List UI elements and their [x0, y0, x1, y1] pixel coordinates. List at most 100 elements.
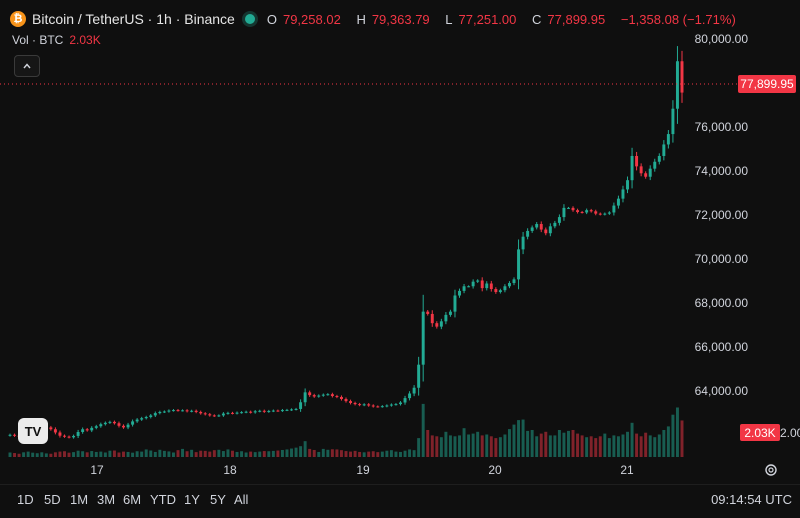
- candle: [521, 236, 525, 250]
- candle: [612, 205, 616, 213]
- candle: [571, 207, 575, 211]
- time-axis-label: 20: [488, 463, 502, 477]
- volume-bar: [217, 449, 221, 457]
- range-button-1d[interactable]: 1D: [17, 492, 34, 507]
- volume-bar: [358, 451, 362, 457]
- volume-bar: [680, 420, 684, 457]
- volume-bar: [671, 414, 675, 457]
- volume-bar: [367, 451, 371, 457]
- volume-bar: [81, 451, 85, 457]
- volume-bar: [430, 435, 434, 457]
- candle: [639, 166, 643, 174]
- price-axis-label: 80,000.00: [694, 32, 748, 46]
- range-button-6m[interactable]: 6M: [123, 492, 142, 507]
- volume-bar: [276, 450, 280, 457]
- volume-bar: [267, 451, 271, 457]
- market-status-icon[interactable]: [244, 14, 255, 24]
- clock[interactable]: 09:14:54 UTC: [711, 492, 792, 507]
- volume-bar: [362, 452, 366, 457]
- volume-bar: [635, 433, 639, 457]
- volume-bar: [339, 450, 343, 457]
- volume-bar: [675, 407, 679, 457]
- candle: [567, 207, 570, 209]
- volume-label: Vol · BTC: [12, 33, 64, 47]
- volume-bar: [621, 434, 625, 457]
- range-button-5y[interactable]: 5Y: [210, 492, 226, 507]
- candle: [535, 224, 539, 228]
- candle: [675, 61, 679, 109]
- volume-bar: [249, 451, 253, 457]
- candle: [49, 427, 53, 430]
- range-button-1y[interactable]: 1Y: [184, 492, 200, 507]
- volume-bar: [657, 434, 661, 457]
- volume-legend[interactable]: Vol · BTC 2.03K: [12, 33, 101, 47]
- volume-bar: [476, 431, 480, 457]
- candle: [276, 410, 280, 412]
- symbol-title[interactable]: Bitcoin / TetherUS · 1h · Binance: [32, 11, 235, 27]
- candle: [126, 424, 130, 428]
- candle: [399, 402, 402, 405]
- range-button-1m[interactable]: 1M: [70, 492, 89, 507]
- volume-bar: [235, 451, 239, 457]
- candle: [530, 227, 534, 231]
- gear-icon[interactable]: [764, 463, 778, 477]
- candle: [53, 429, 57, 433]
- range-button-ytd[interactable]: YTD: [150, 492, 176, 507]
- volume-bar: [576, 433, 580, 457]
- candle: [485, 283, 489, 289]
- candle: [249, 411, 253, 413]
- candle: [476, 280, 480, 282]
- candle: [358, 404, 362, 406]
- candle: [557, 217, 561, 223]
- volume-bar: [303, 441, 307, 457]
- volume-bar: [530, 430, 534, 457]
- volume-bar: [240, 451, 244, 457]
- candle: [562, 207, 566, 218]
- range-button-all[interactable]: All: [234, 492, 249, 507]
- volume-bar: [349, 451, 353, 457]
- range-button-3m[interactable]: 3M: [97, 492, 116, 507]
- change-value: −1,358.08 (−1.71%): [620, 11, 736, 27]
- volume-bar: [344, 451, 348, 457]
- candle: [131, 421, 135, 425]
- volume-bar: [290, 448, 293, 457]
- candle: [94, 426, 98, 428]
- candle: [548, 226, 552, 234]
- volume-bar: [408, 449, 412, 457]
- tradingview-logo-icon[interactable]: TV: [18, 418, 48, 444]
- candle: [203, 413, 207, 415]
- volume-bar: [644, 432, 648, 457]
- candle: [81, 429, 85, 433]
- collapse-legend-button[interactable]: [14, 55, 40, 77]
- volume-bar: [26, 451, 30, 457]
- volume-bar: [176, 450, 180, 457]
- candlestick-chart[interactable]: [0, 0, 800, 484]
- candle: [63, 435, 66, 437]
- low-key: L: [445, 11, 453, 27]
- volume-bar: [521, 419, 525, 457]
- range-button-5d[interactable]: 5D: [44, 492, 61, 507]
- volume-bar: [598, 436, 602, 457]
- volume-bar: [40, 452, 44, 457]
- candle: [648, 168, 652, 177]
- candle: [462, 286, 466, 291]
- volume-bar: [103, 452, 107, 457]
- volume-bar: [326, 449, 330, 457]
- candle: [467, 286, 471, 288]
- volume-bar: [376, 452, 380, 457]
- volume-axis-label: 2.00: [780, 426, 800, 440]
- candle: [666, 134, 670, 145]
- candle: [99, 424, 103, 427]
- candle: [244, 411, 248, 413]
- volume-bar: [553, 435, 557, 457]
- volume-bar: [539, 433, 543, 457]
- volume-bar: [535, 436, 539, 457]
- volume-bar: [503, 434, 507, 457]
- volume-bar: [203, 450, 207, 457]
- volume-bar: [639, 436, 643, 457]
- time-axis-label: 17: [90, 463, 104, 477]
- volume-bar: [221, 451, 225, 457]
- candle: [140, 418, 144, 420]
- candle: [162, 411, 166, 413]
- volume-bar: [448, 435, 452, 457]
